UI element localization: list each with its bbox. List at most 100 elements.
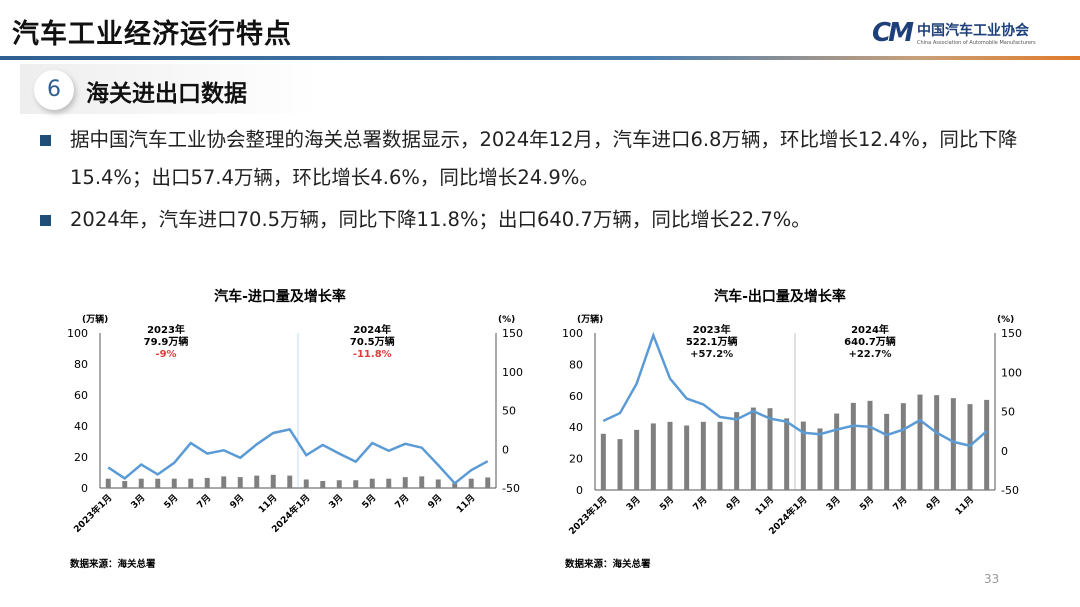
bar — [386, 478, 392, 488]
x-tick-label: 9月 — [924, 494, 943, 513]
left-axis-unit: (万辆) — [82, 313, 108, 325]
annotation-total: 79.9万辆 — [144, 335, 189, 348]
bar — [369, 478, 375, 488]
bar — [171, 478, 177, 488]
left-tick-label: 100 — [67, 327, 88, 340]
left-axis-unit: (万辆) — [577, 313, 603, 325]
bar — [402, 477, 408, 488]
annotation-growth: -11.8% — [353, 349, 392, 360]
bar — [237, 477, 243, 488]
right-axis-unit: (%) — [997, 315, 1014, 325]
bar — [634, 429, 640, 490]
x-tick-label: 3月 — [624, 494, 643, 513]
bar — [617, 439, 623, 490]
left-tick-label: 100 — [562, 327, 583, 340]
left-tick-label: 20 — [569, 453, 583, 466]
bar — [270, 474, 276, 488]
section-title: 海关进出口数据 — [86, 81, 247, 107]
annotation-year: 2023年 — [147, 323, 185, 336]
annotation-total: 640.7万辆 — [844, 335, 896, 348]
bar — [684, 425, 690, 490]
bar — [700, 421, 706, 490]
data-source: 数据来源：海关总署 — [69, 558, 156, 570]
logo-cn: 中国汽车工业协会 — [916, 23, 1029, 39]
logo-mark: CM — [872, 18, 914, 48]
bar — [468, 478, 474, 488]
bar — [452, 483, 458, 488]
logo-en: China Association of Automobile Manufact… — [916, 40, 1036, 46]
bar — [254, 475, 260, 488]
x-tick-label: 5月 — [360, 492, 379, 511]
annotation-total: 522.1万辆 — [686, 335, 738, 348]
left-tick-label: 80 — [74, 358, 88, 371]
right-tick-label: 50 — [1001, 406, 1015, 419]
left-tick-label: 80 — [569, 358, 583, 371]
left-tick-label: 0 — [576, 484, 583, 497]
bar — [934, 395, 940, 490]
x-tick-label: 2023年1月 — [566, 494, 609, 537]
bar — [850, 402, 856, 490]
left-tick-label: 60 — [569, 390, 583, 403]
x-tick-label: 7月 — [891, 494, 910, 513]
bar — [188, 478, 194, 488]
bar — [419, 476, 425, 488]
x-tick-label: 3月 — [824, 494, 843, 513]
slide-title: 汽车工业经济运行特点 — [12, 19, 292, 50]
growth-line — [602, 331, 988, 448]
left-tick-label: 40 — [74, 420, 88, 433]
annotation-year: 2023年 — [693, 323, 731, 336]
page-number: 33 — [984, 572, 1000, 586]
left-tick-label: 60 — [74, 389, 88, 402]
bar — [800, 421, 806, 490]
bar — [667, 421, 673, 490]
x-tick-label: 5月 — [858, 494, 877, 513]
bar — [105, 478, 111, 488]
annotation-growth: +22.7% — [848, 349, 891, 360]
x-tick-label: 11月 — [953, 494, 976, 517]
right-tick-label: 50 — [502, 405, 516, 418]
bar — [650, 423, 656, 490]
bar — [834, 413, 840, 490]
bar — [600, 433, 606, 490]
section-number: 6 — [34, 70, 74, 110]
x-tick-label: 2023年1月 — [71, 492, 114, 535]
bar — [950, 398, 956, 490]
x-tick-label: 7月 — [691, 494, 710, 513]
bar — [320, 481, 326, 488]
x-tick-label: 11月 — [753, 494, 776, 517]
x-tick-label: 9月 — [426, 492, 445, 511]
x-tick-label: 7月 — [195, 492, 214, 511]
x-tick-label: 11月 — [256, 492, 279, 515]
bar — [138, 478, 144, 488]
annotation-year: 2024年 — [353, 323, 391, 336]
right-axis-unit: (%) — [498, 315, 515, 325]
bar — [353, 480, 359, 488]
bar — [750, 407, 756, 490]
bar — [221, 476, 227, 488]
bar — [767, 408, 773, 490]
x-tick-label: 7月 — [393, 492, 412, 511]
x-tick-label: 5月 — [658, 494, 677, 513]
annotation-year: 2024年 — [851, 323, 889, 336]
x-tick-label: 3月 — [327, 492, 346, 511]
right-tick-label: 100 — [502, 366, 523, 379]
bar — [204, 477, 210, 488]
left-tick-label: 40 — [569, 421, 583, 434]
right-tick-label: 150 — [502, 327, 523, 340]
chart-title: 汽车-进口量及增长率 — [214, 288, 346, 305]
bar — [734, 412, 740, 490]
bar — [336, 480, 342, 488]
right-tick-label: 0 — [1001, 445, 1008, 458]
x-tick-label: 9月 — [724, 494, 743, 513]
annotation-growth: +57.2% — [690, 349, 733, 360]
bar — [867, 400, 873, 490]
bar — [967, 404, 973, 490]
header-divider — [0, 56, 1080, 60]
left-tick-label: 0 — [81, 482, 88, 495]
bar — [900, 403, 906, 490]
annotation-total: 70.5万辆 — [350, 335, 395, 348]
data-source: 数据来源：海关总署 — [564, 558, 651, 570]
bar — [884, 413, 890, 490]
bar — [717, 421, 723, 490]
right-tick-label: -50 — [1001, 484, 1019, 497]
